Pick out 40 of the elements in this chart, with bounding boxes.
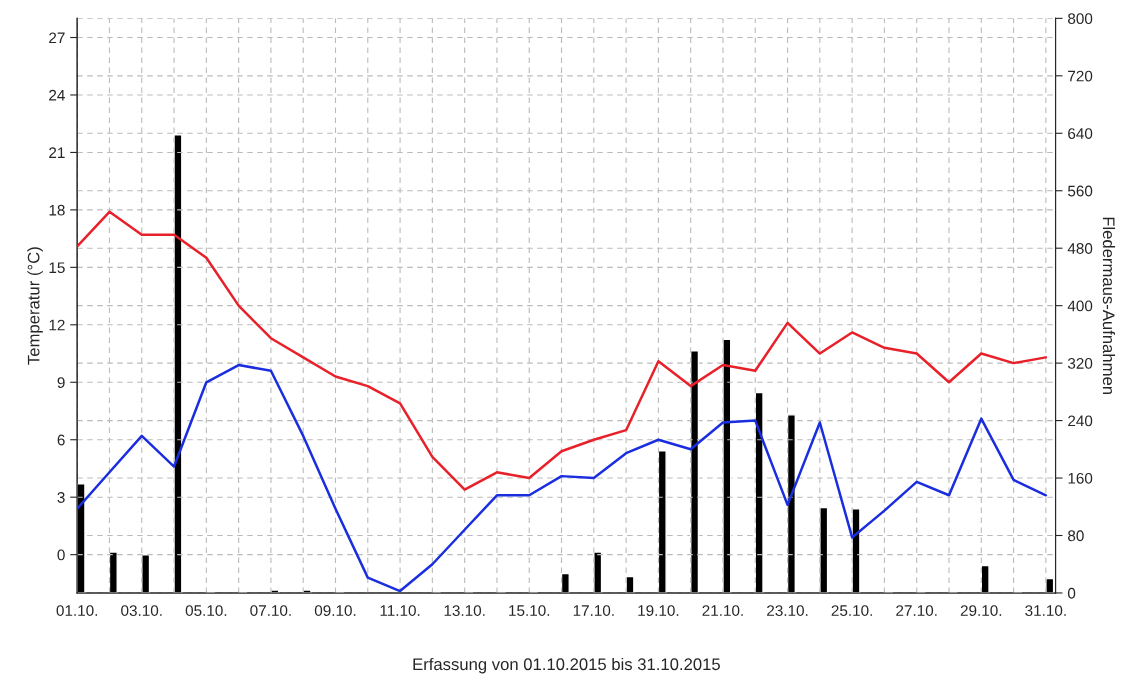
x-tick-label: 27.10. [896,605,937,616]
x-tick-label: 29.10. [960,605,1002,616]
y2-tick-label: 240 [1068,415,1093,427]
x-tick-label: 25.10. [831,605,872,616]
x-tick-label: 21.10. [702,605,743,616]
y2-tick-label: 400 [1067,300,1093,312]
x-tick-label: 01.10. [56,605,98,616]
y2-tick-label: 800 [1068,13,1093,25]
y2-tick-label: 480 [1067,243,1093,254]
y-tick-label: 12 [49,319,65,331]
y2-tick-label: 560 [1067,185,1093,197]
y-tick-label: 3 [57,492,65,503]
y2-tick-label: 160 [1068,472,1093,484]
x-tick-label: 09.10. [314,605,356,616]
y-axis-title: Temperatur (°C) [27,247,43,365]
y-tick-label: 18 [49,204,65,216]
x-tick-label: 15.10. [509,605,550,616]
x-tick-label: 07.10. [250,605,291,616]
y-tick-label: 15 [49,262,65,274]
y2-tick-label: 720 [1068,70,1093,82]
y-tick-label: 9 [57,377,65,388]
y-tick-label: 6 [57,434,65,446]
x-tick-label: 17.10. [573,605,614,616]
x-tick-label: 13.10. [444,605,485,616]
y-tick-label: 21 [49,147,65,158]
x-tick-label: 19.10. [638,605,679,616]
y2-tick-label: 640 [1068,128,1093,139]
y-tick-label: 27 [49,32,65,44]
x-tick-label: 05.10. [185,605,227,616]
y-tick-label: 0 [57,549,65,561]
y2-tick-label: 80 [1068,530,1084,542]
x-tick-label: 11.10. [380,605,420,616]
y2-axis-title: Fledermaus-Aufnahmen [1102,217,1116,394]
y-tick-label: 24 [49,89,65,101]
y2-tick-label: 320 [1067,357,1093,369]
x-tick-label: 31.10. [1025,605,1066,616]
x-tick-label: 03.10. [121,605,162,616]
x-tick-label: 23.10. [767,605,808,616]
y2-tick-label: 0 [1067,587,1076,599]
x-axis-title: Erfassung von 01.10.2015 bis 31.10.2015 [413,657,720,674]
